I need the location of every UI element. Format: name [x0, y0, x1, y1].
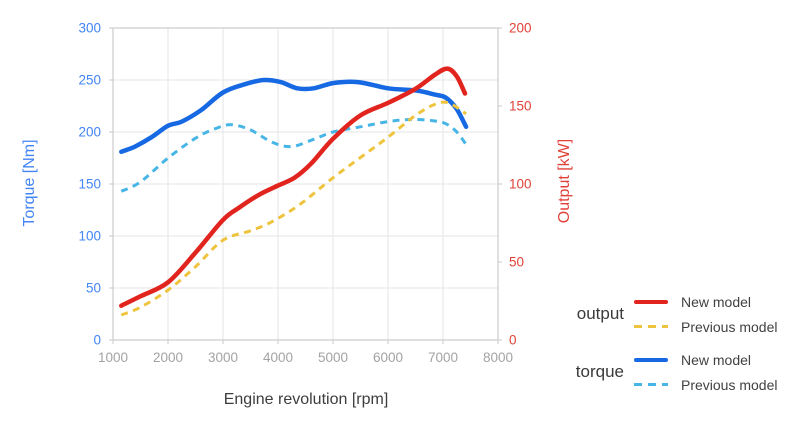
x-tick-label: 4000 — [263, 350, 293, 365]
x-tick-label: 3000 — [208, 350, 238, 365]
legend-swatch-output-new-line-icon — [634, 299, 668, 304]
y-left-tick-label: 50 — [86, 281, 101, 296]
legend-swatch-torque-new-line-icon — [634, 357, 668, 362]
y-right-tick-label: 100 — [509, 177, 532, 192]
y-left-tick-label: 300 — [78, 21, 101, 36]
legend-group-torque-label: torque — [575, 362, 624, 381]
legend-entry-output-previous-label: Previous model — [681, 318, 778, 335]
series-line-output-new — [119, 66, 468, 308]
y-right-tick-label: 0 — [509, 333, 517, 348]
series-lines — [119, 66, 469, 317]
y-right-tick-label: 200 — [509, 21, 532, 36]
series-line-output-prev — [120, 100, 467, 317]
series-line-torque-prev — [120, 117, 468, 193]
y-left-tick-label: 250 — [78, 73, 101, 88]
axis-ticks: 1000 2000 3000 4000 5000 6000 7000 800005010015… — [78, 21, 531, 365]
legend-entry-torque-previous: Previous model — [634, 372, 778, 397]
y-left-tick-label: 150 — [78, 177, 101, 192]
y-right-tick-label: 50 — [509, 255, 524, 270]
x-tick-label: 2000 — [153, 350, 183, 365]
x-tick-label: 1000 — [98, 350, 128, 365]
legend-entry-torque-new: New model — [634, 347, 778, 372]
series-line-torque-new — [119, 77, 469, 155]
x-tick-label: 8000 — [483, 350, 513, 365]
legend-swatch-output-previous-line-icon — [634, 325, 668, 328]
x-tick-label: 5000 — [318, 350, 348, 365]
legend-entry-output-previous: Previous model — [634, 314, 778, 339]
y-left-tick-label: 0 — [93, 333, 101, 348]
y-right-axis-title: Output [kW] — [556, 139, 573, 223]
plot-frame — [112, 27, 499, 341]
x-tick-label: 7000 — [428, 350, 458, 365]
x-axis-title: Engine revolution [rpm] — [224, 391, 389, 408]
x-tick-label: 6000 — [373, 350, 403, 365]
legend-group-torque: torque New model Previous model — [562, 347, 778, 397]
y-left-axis-title: Torque [Nm] — [21, 139, 38, 226]
y-left-tick-label: 200 — [78, 125, 101, 140]
y-right-tick-label: 150 — [509, 99, 532, 114]
legend-entry-output-new: New model — [634, 289, 778, 314]
legend-entry-torque-previous-label: Previous model — [681, 376, 778, 393]
legend-entry-output-new-label: New model — [681, 293, 752, 310]
legend-group-output-label: output — [576, 304, 624, 323]
y-left-tick-label: 100 — [78, 229, 101, 244]
gridlines — [112, 27, 499, 341]
chart-legend: output New model Previous model torque N… — [562, 289, 778, 397]
legend-swatch-torque-previous-line-icon — [634, 383, 668, 386]
legend-group-output: output New model Previous model — [562, 289, 778, 339]
legend-entry-torque-new-label: New model — [681, 351, 752, 368]
